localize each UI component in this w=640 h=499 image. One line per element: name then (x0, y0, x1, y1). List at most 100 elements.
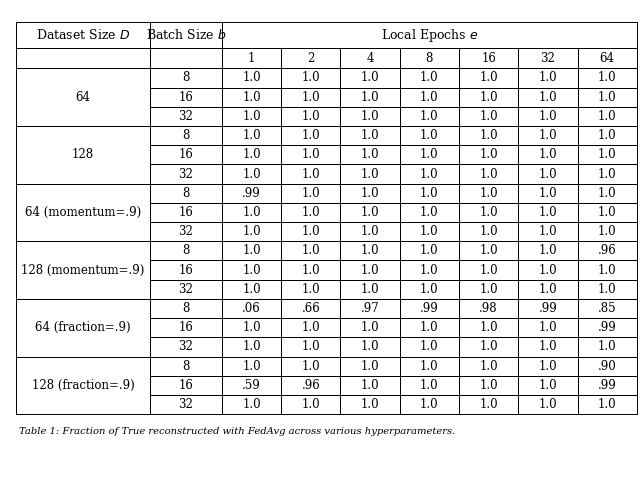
Text: 1.0: 1.0 (420, 340, 438, 353)
Bar (459, 145, 518, 165)
Bar (400, 184, 459, 203)
Bar (281, 48, 340, 68)
Text: .06: .06 (242, 302, 261, 315)
Bar (400, 222, 459, 242)
Text: Dataset Size $D$: Dataset Size $D$ (36, 28, 130, 42)
Bar (150, 203, 222, 222)
Bar (518, 395, 577, 414)
Bar (459, 203, 518, 222)
Text: 1.0: 1.0 (479, 245, 498, 257)
Text: .99: .99 (420, 302, 439, 315)
Bar (222, 395, 281, 414)
Bar (150, 48, 222, 68)
Bar (222, 376, 281, 395)
Bar (281, 222, 340, 242)
Bar (222, 145, 281, 165)
Bar (222, 88, 281, 107)
Bar (577, 376, 637, 395)
Text: 1.0: 1.0 (361, 340, 380, 353)
Bar (459, 68, 518, 88)
Text: 1.0: 1.0 (301, 91, 320, 104)
Bar (281, 203, 340, 222)
Bar (400, 242, 459, 260)
Bar (222, 279, 281, 299)
Bar (340, 203, 400, 222)
Text: 32: 32 (179, 110, 193, 123)
Text: 1.0: 1.0 (301, 206, 320, 219)
Bar (577, 337, 637, 356)
Text: 64 (fraction=.9): 64 (fraction=.9) (35, 321, 131, 334)
Bar (459, 337, 518, 356)
Bar (150, 395, 222, 414)
Text: 1.0: 1.0 (361, 168, 380, 181)
Text: 1.0: 1.0 (539, 283, 557, 296)
Bar (340, 279, 400, 299)
Bar (150, 165, 222, 184)
Bar (518, 88, 577, 107)
Text: 1.0: 1.0 (539, 398, 557, 411)
Text: .85: .85 (598, 302, 616, 315)
Bar (400, 203, 459, 222)
Text: 1.0: 1.0 (598, 206, 616, 219)
Bar (577, 48, 637, 68)
Text: 1.0: 1.0 (361, 225, 380, 238)
Bar (340, 126, 400, 145)
Text: 1.0: 1.0 (420, 225, 438, 238)
Bar (340, 145, 400, 165)
Text: 1.0: 1.0 (420, 263, 438, 276)
Text: 1.0: 1.0 (420, 110, 438, 123)
Text: .98: .98 (479, 302, 498, 315)
Text: 1.0: 1.0 (420, 91, 438, 104)
Bar (281, 356, 340, 376)
Text: 1.0: 1.0 (420, 71, 438, 84)
Text: 1.0: 1.0 (361, 187, 380, 200)
Text: 1.0: 1.0 (420, 129, 438, 142)
Bar (577, 203, 637, 222)
Bar (222, 242, 281, 260)
Text: 1.0: 1.0 (479, 283, 498, 296)
Bar (400, 279, 459, 299)
Text: 1.0: 1.0 (539, 206, 557, 219)
Text: Table 1: Fraction of True reconstructed with FedAvg across various hyperparamete: Table 1: Fraction of True reconstructed … (19, 427, 456, 436)
Bar (281, 126, 340, 145)
Bar (400, 260, 459, 279)
Bar (150, 107, 222, 126)
Text: 1.0: 1.0 (479, 379, 498, 392)
Bar (222, 222, 281, 242)
Text: 1.0: 1.0 (242, 360, 261, 373)
Bar (400, 299, 459, 318)
Text: 1.0: 1.0 (301, 360, 320, 373)
Bar (459, 222, 518, 242)
Text: 32: 32 (179, 398, 193, 411)
Bar (150, 318, 222, 337)
Text: 1.0: 1.0 (598, 340, 616, 353)
Bar (222, 318, 281, 337)
Text: 8: 8 (426, 52, 433, 65)
Text: 32: 32 (179, 168, 193, 181)
Text: 8: 8 (182, 360, 189, 373)
Bar (281, 88, 340, 107)
Text: 1.0: 1.0 (420, 245, 438, 257)
Bar (459, 395, 518, 414)
Bar (577, 88, 637, 107)
Text: 1.0: 1.0 (420, 168, 438, 181)
Text: 1.0: 1.0 (479, 340, 498, 353)
Text: 8: 8 (182, 129, 189, 142)
Bar (150, 299, 222, 318)
Text: 1.0: 1.0 (361, 263, 380, 276)
Text: 1.0: 1.0 (598, 283, 616, 296)
Text: 1.0: 1.0 (242, 245, 261, 257)
Text: 1.0: 1.0 (598, 398, 616, 411)
Bar (281, 337, 340, 356)
Bar (281, 260, 340, 279)
Bar (340, 184, 400, 203)
Text: 1.0: 1.0 (420, 398, 438, 411)
Bar (459, 126, 518, 145)
Text: 1.0: 1.0 (598, 110, 616, 123)
Bar (400, 126, 459, 145)
Bar (577, 260, 637, 279)
Bar (340, 222, 400, 242)
Text: .99: .99 (242, 187, 261, 200)
Text: 1.0: 1.0 (420, 148, 438, 161)
Text: .99: .99 (538, 302, 557, 315)
